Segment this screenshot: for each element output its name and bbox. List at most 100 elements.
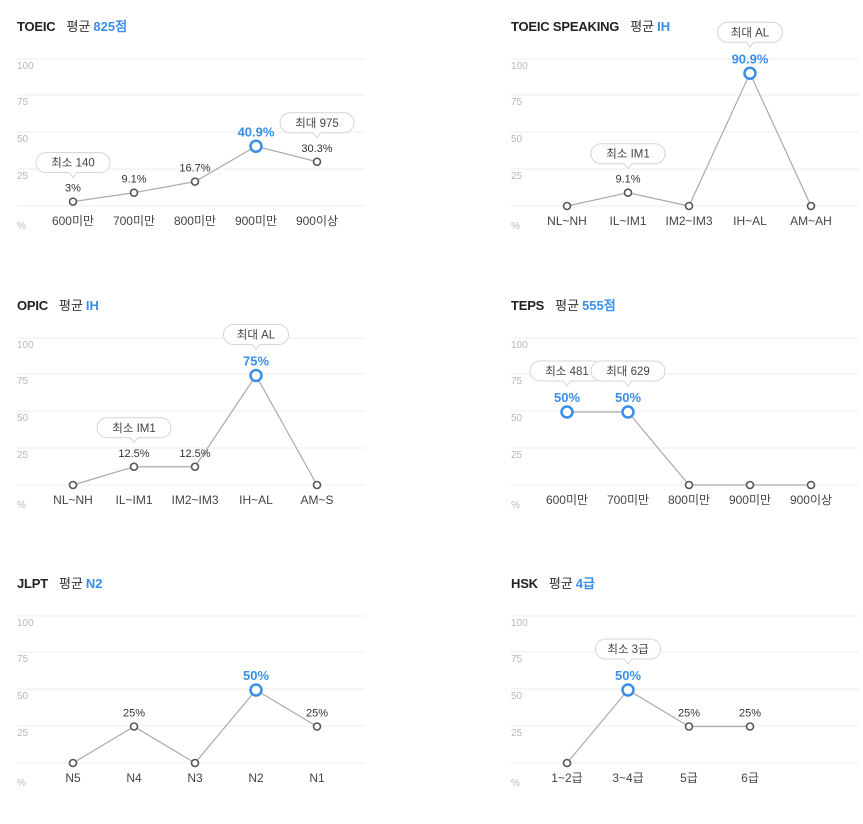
y-tick-label: 75 — [511, 376, 523, 387]
x-tick-label: 5급 — [680, 771, 698, 785]
unit-label: % — [17, 778, 26, 789]
y-tick-label: 100 — [17, 618, 34, 629]
data-point[interactable] — [312, 157, 322, 167]
y-tick-label: 25 — [17, 728, 29, 739]
y-tick-label: 25 — [511, 171, 523, 182]
line-chart: 100 75 50 25% 50% 50% 600미만 700미만 800미만 900미만 900이… — [511, 337, 859, 511]
data-point[interactable] — [190, 177, 200, 186]
x-tick-label: 600미만 — [546, 493, 588, 507]
callout-text: 최대 AL — [731, 26, 770, 39]
chart-name: HSK — [511, 576, 538, 591]
data-point[interactable] — [68, 480, 78, 490]
line-chart: 100 75 50 25% 25% 50% 25% N5 N4 N3 N2 N1 — [17, 615, 365, 789]
chart-panel-jlpt: JLPT 평균 N2 100 75 50 25% 25% 50% 25% N5 N4 N3 N2 N1 — [17, 574, 377, 824]
data-point[interactable] — [684, 201, 694, 211]
x-tick-label: NL~NH — [53, 493, 93, 507]
highlight-point[interactable] — [560, 405, 574, 419]
callout-text: 최소 IM1 — [606, 148, 650, 161]
data-point[interactable] — [806, 480, 816, 490]
x-tick-label: 3~4급 — [612, 771, 643, 785]
chart-header: TOEIC SPEAKING 평균 IH — [511, 17, 670, 37]
highlight-point[interactable] — [621, 683, 635, 697]
data-point[interactable] — [68, 758, 78, 768]
data-point[interactable] — [684, 722, 694, 731]
x-tick-label: 6급 — [741, 771, 759, 785]
data-point[interactable] — [623, 188, 633, 198]
y-tick-label: 25 — [17, 450, 29, 461]
y-tick-label: 100 — [511, 618, 528, 629]
callout-bubble: 최소 IM1 — [96, 417, 172, 444]
data-label: 50% — [615, 668, 641, 683]
data-label: 25% — [678, 708, 700, 720]
callout-bubble: 최대 AL — [223, 324, 289, 351]
highlight-point[interactable] — [743, 66, 757, 81]
x-tick-label: NL~NH — [547, 214, 587, 228]
y-tick-label: 25 — [511, 728, 523, 739]
x-tick-label: N5 — [65, 771, 81, 785]
highlight-point[interactable] — [249, 368, 263, 383]
data-label: 50% — [243, 668, 269, 683]
callout-bubble: 최소 3급 — [595, 638, 661, 665]
y-tick-label: 25 — [17, 171, 29, 182]
y-tick-label: 75 — [17, 376, 29, 387]
data-label: 25% — [739, 708, 761, 720]
y-tick-label: 50 — [511, 134, 523, 145]
average-value: 825점 — [93, 19, 128, 34]
data-label: 90.9% — [732, 51, 769, 66]
x-tick-label: AM~S — [300, 493, 333, 507]
y-tick-label: 50 — [511, 691, 523, 702]
data-point[interactable] — [129, 722, 139, 731]
data-point[interactable] — [806, 201, 816, 211]
data-label: 9.1% — [121, 174, 146, 186]
callout-text: 최대 975 — [295, 117, 339, 130]
data-point[interactable] — [684, 480, 694, 490]
average-label: 평균 — [555, 298, 580, 313]
y-tick-label: 50 — [17, 691, 29, 702]
data-label: 9.1% — [615, 174, 640, 186]
y-tick-label: 75 — [17, 654, 29, 665]
x-tick-label: 600미만 — [52, 214, 94, 228]
data-point[interactable] — [312, 480, 322, 490]
data-label: 16.7% — [179, 163, 210, 175]
average-value: 4급 — [575, 576, 595, 591]
chart-header: JLPT 평균 N2 — [17, 574, 103, 594]
callout-text: 최소 481 — [545, 365, 589, 378]
data-label: 50% — [615, 390, 641, 405]
y-tick-label: 50 — [511, 413, 523, 424]
data-label: 50% — [554, 390, 580, 405]
data-point[interactable] — [190, 758, 200, 768]
x-tick-label: 1~2급 — [551, 771, 582, 785]
data-point[interactable] — [129, 462, 139, 472]
average-label: 평균 — [58, 576, 83, 591]
unit-label: % — [511, 221, 520, 232]
average-value: 555점 — [582, 298, 616, 313]
highlight-point[interactable] — [621, 405, 635, 419]
series-line — [566, 71, 812, 207]
data-point[interactable] — [745, 480, 755, 490]
y-tick-label: 100 — [511, 61, 528, 72]
data-label: 3% — [65, 183, 81, 195]
callout-text: 최소 140 — [51, 157, 95, 170]
callout-bubble: 최소 481 — [529, 360, 605, 387]
highlight-point[interactable] — [249, 139, 263, 154]
highlight-point[interactable] — [249, 683, 263, 697]
data-point[interactable] — [190, 462, 200, 472]
average-label: 평균 — [630, 19, 655, 34]
line-chart: 100 75 50 25% 3% 9.1% 16.7% 40.9% 30.3% 600미만 700미… — [17, 58, 365, 232]
data-point[interactable] — [562, 201, 572, 211]
data-point[interactable] — [745, 722, 755, 731]
data-point[interactable] — [68, 197, 78, 206]
line-chart: 100 75 50 25% 50% 25% 25% 1~2급 3~4급 5급 6급 최소 3급 — [511, 615, 859, 789]
data-label: 12.5% — [179, 448, 210, 460]
x-tick-label: IL~IM1 — [115, 493, 152, 507]
callout-bubble: 최소 140 — [35, 152, 111, 179]
x-tick-label: N1 — [309, 771, 325, 785]
chart-header: TEPS 평균 555점 — [511, 296, 616, 316]
callout-text: 최대 AL — [237, 329, 276, 342]
line-chart: 100 75 50 25% 9.1% 90.9% NL~NH IL~IM1 IM2~IM3 IH~… — [511, 21, 859, 232]
data-point[interactable] — [562, 758, 572, 768]
data-point[interactable] — [312, 722, 322, 731]
callout-bubble: 최소 IM1 — [590, 143, 666, 170]
data-point[interactable] — [129, 188, 139, 198]
x-tick-label: N3 — [187, 771, 203, 785]
